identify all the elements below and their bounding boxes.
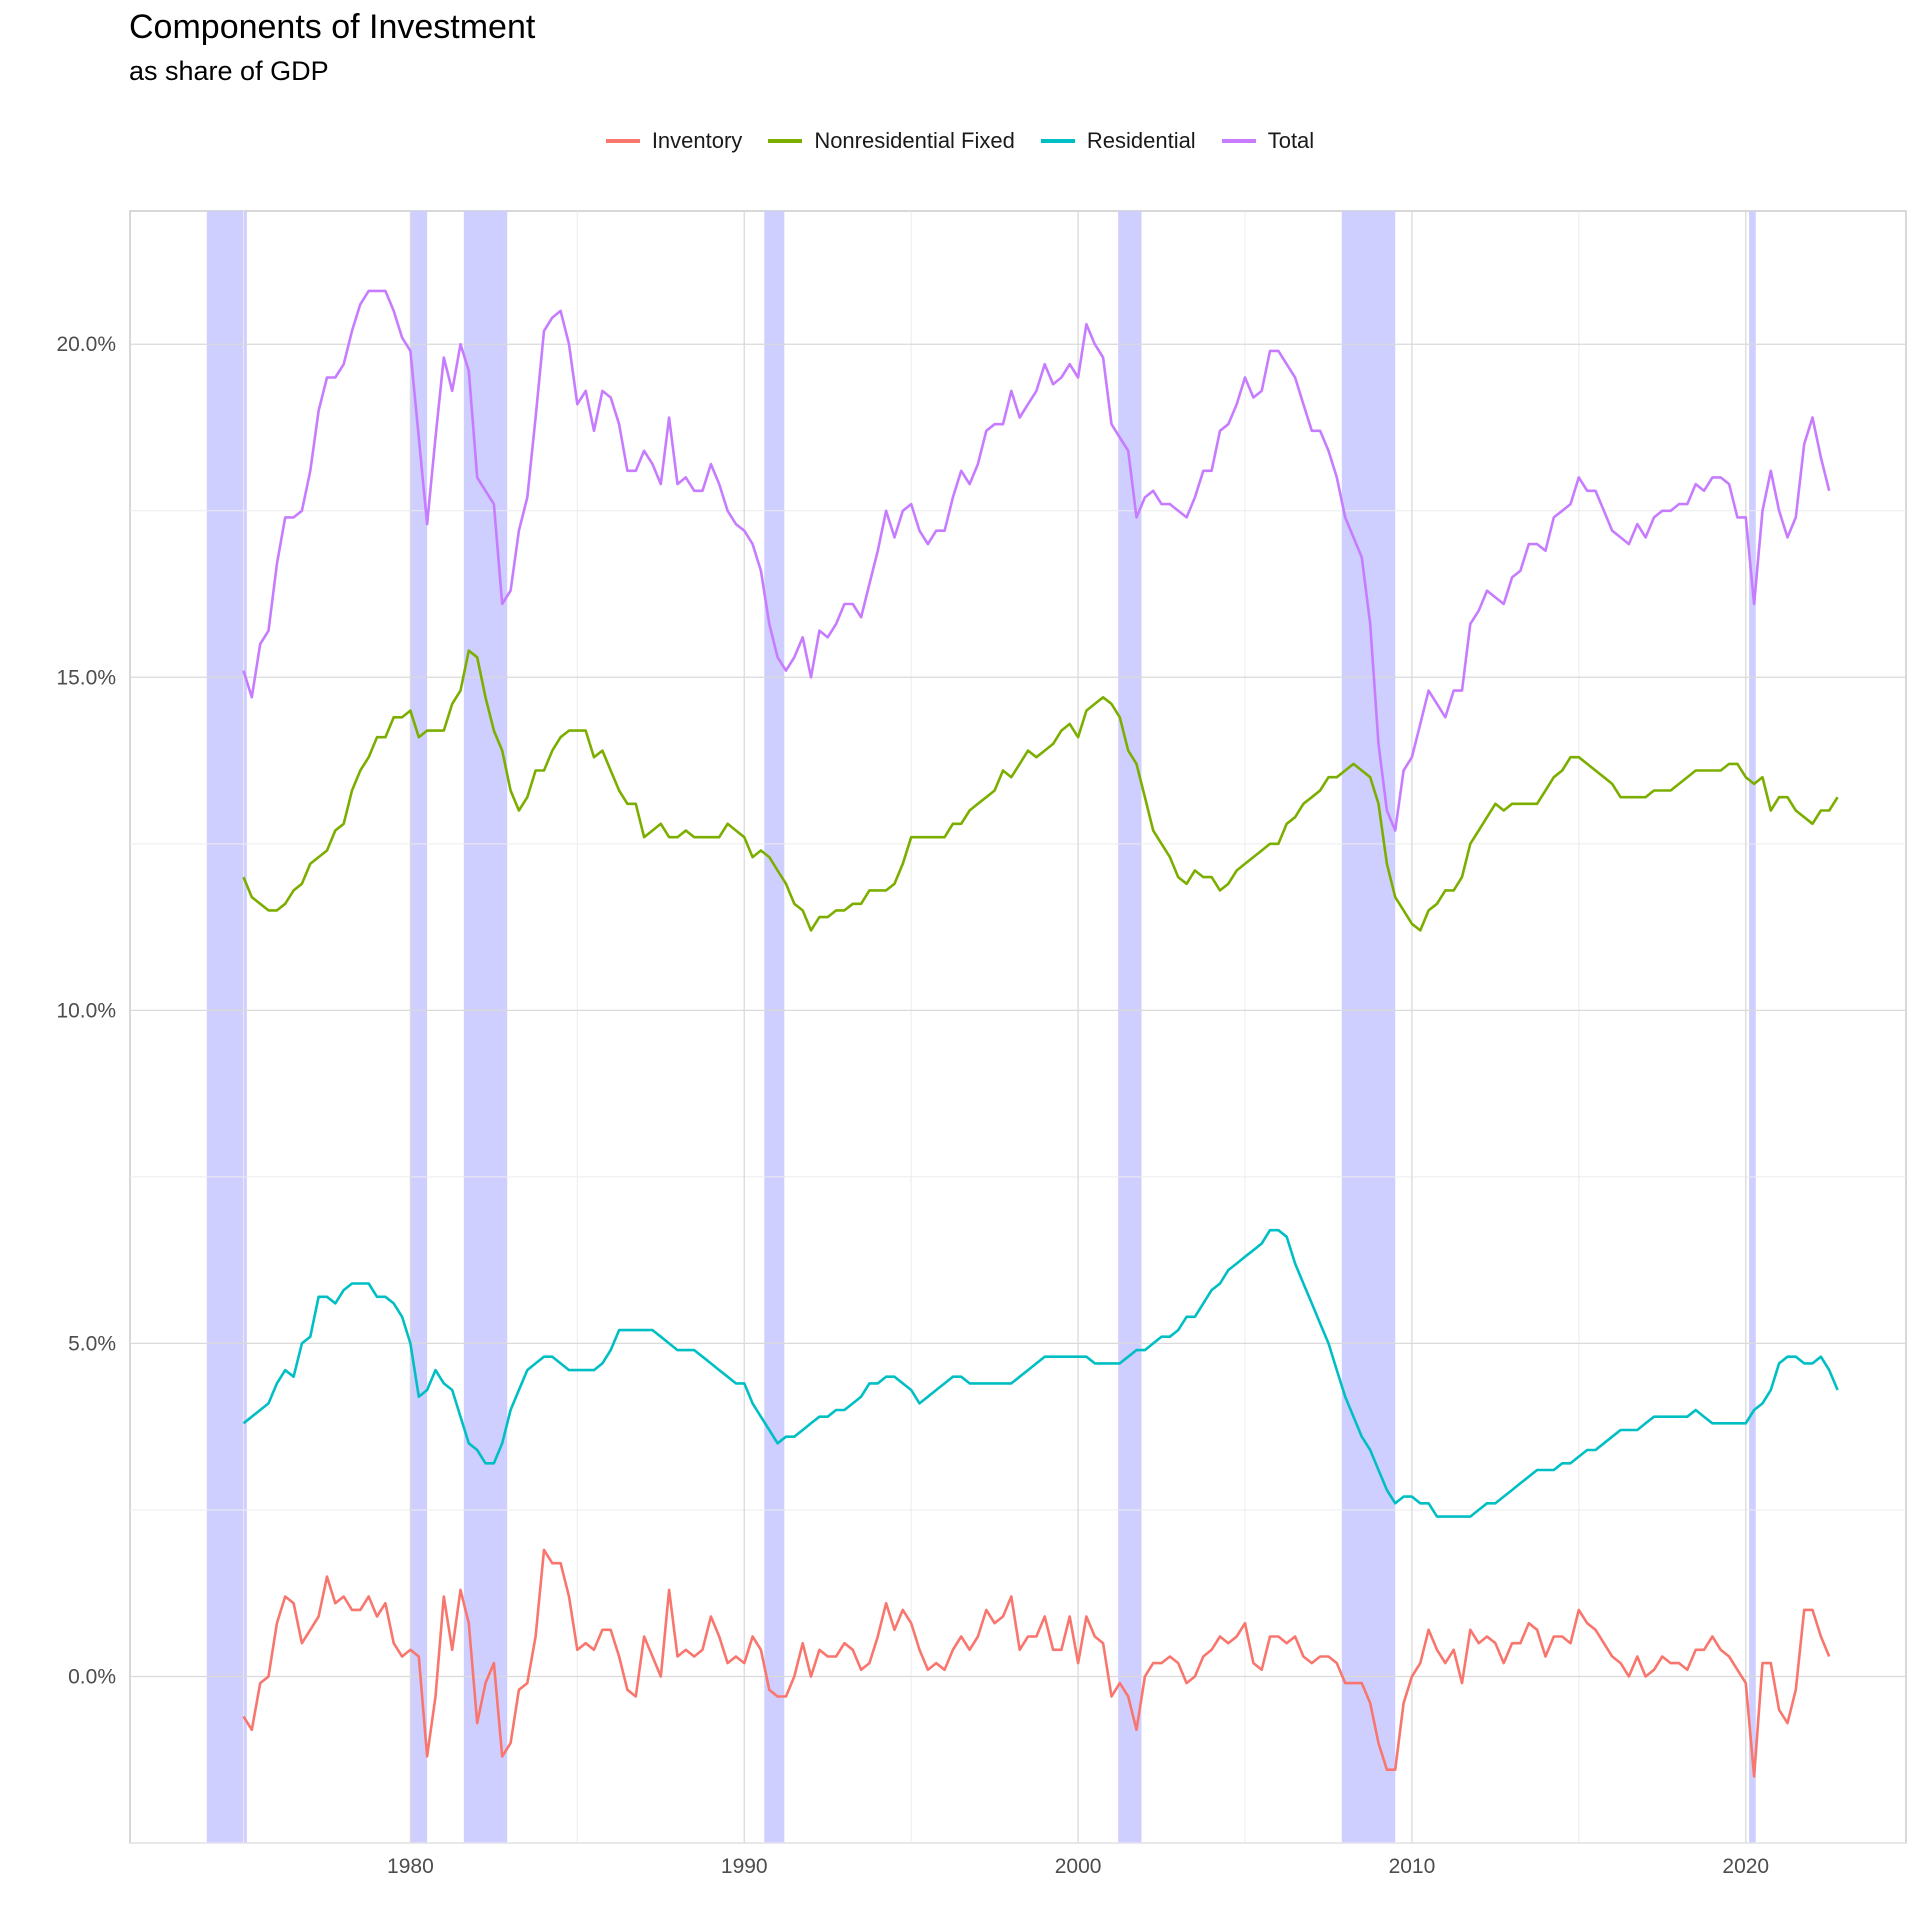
legend-item-nonresidential-fixed: Nonresidential Fixed: [768, 128, 1015, 154]
legend-label-inventory: Inventory: [651, 128, 743, 153]
y-tick-label: 5.0%: [68, 1332, 116, 1355]
legend-key-total: [1221, 139, 1256, 143]
recession-bands: [206, 211, 1756, 1843]
x-axis-ticks: 1980 1990 2000 2010 2020: [387, 1855, 1769, 1878]
series-line-inventory: [242, 1548, 1831, 1778]
legend-label-nonresidential-fixed: Nonresidential Fixed: [814, 128, 1015, 153]
recession-band: [410, 211, 428, 1843]
recession-band: [1118, 211, 1142, 1843]
recession-band: [1749, 211, 1756, 1843]
y-tick-label: 10.0%: [56, 999, 116, 1022]
x-tick-label: 1980: [387, 1855, 434, 1878]
x-tick-label: 2020: [1722, 1855, 1769, 1878]
legend-item-residential: Residential: [1040, 128, 1196, 154]
legend-label-residential: Residential: [1086, 128, 1196, 153]
y-axis-ticks: 0.0% 5.0% 10.0% 15.0% 20.0%: [56, 333, 116, 1688]
x-tick-label: 2000: [1055, 1855, 1102, 1878]
recession-band: [206, 211, 247, 1843]
chart-title: Components of Investment: [129, 8, 536, 46]
recession-band: [764, 211, 785, 1843]
series-line-nonresidential-fixed: [242, 649, 1839, 932]
legend-key-residential: [1040, 139, 1075, 143]
x-tick-label: 1990: [721, 1855, 768, 1878]
recession-band: [1341, 211, 1396, 1843]
recession-band: [463, 211, 508, 1843]
series-line-total: [242, 289, 1831, 832]
y-tick-label: 0.0%: [68, 1665, 116, 1688]
series-lines: [242, 289, 1839, 1778]
plot-panel: [129, 210, 1907, 1844]
chart-subtitle: as share of GDP: [129, 56, 329, 86]
x-tick-label: 2010: [1389, 1855, 1436, 1878]
legend-item-total: Total: [1221, 128, 1315, 154]
series-line-residential: [242, 1228, 1839, 1518]
legend-item-inventory: Inventory: [605, 128, 743, 154]
legend-key-inventory: [605, 139, 640, 143]
y-tick-label: 20.0%: [56, 333, 116, 356]
legend: Inventory Nonresidential Fixed Residenti…: [0, 128, 1920, 154]
gridlines: [130, 211, 1906, 1844]
legend-key-nonresidential-fixed: [768, 139, 803, 143]
y-tick-label: 15.0%: [56, 666, 116, 689]
legend-label-total: Total: [1267, 128, 1315, 153]
